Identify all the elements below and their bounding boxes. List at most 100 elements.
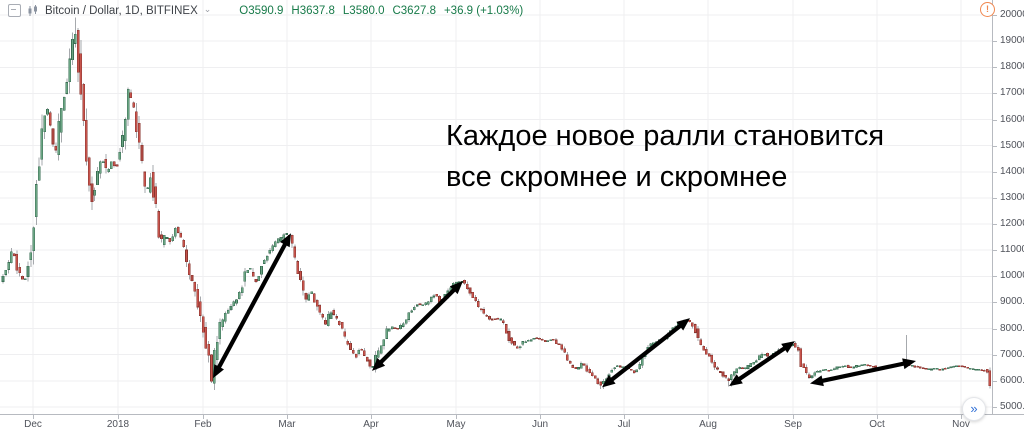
candle <box>290 234 294 244</box>
time-tick-label: Jun <box>531 419 549 430</box>
candle <box>379 345 383 354</box>
candle <box>390 326 394 330</box>
time-tick-mark <box>708 415 709 419</box>
candle-wicks <box>2 17 991 390</box>
price-tick-label: 7000.0 <box>1000 348 1024 360</box>
candle <box>421 304 425 306</box>
candle <box>916 365 919 368</box>
candle <box>860 364 864 367</box>
price-tick-label: 18000.0 <box>1000 61 1024 73</box>
candle <box>563 348 566 353</box>
candle <box>274 241 277 247</box>
candle <box>566 354 569 361</box>
candle <box>930 368 933 371</box>
chart-legend: Bitcoin / Dollar, 1D, BITFINEX ⌄ O3590.9… <box>8 4 523 17</box>
go-to-realtime-button[interactable]: » <box>962 397 986 421</box>
time-axis[interactable]: Dec 2018 Feb Mar Apr May Jun Jul Aug Sep Oct Nov <box>0 414 1024 434</box>
time-tick-mark <box>287 415 288 419</box>
candle <box>254 278 258 282</box>
candle <box>4 269 8 275</box>
candle <box>752 361 755 365</box>
time-tick-mark <box>540 415 541 419</box>
candle <box>187 263 191 276</box>
candle <box>151 171 155 198</box>
candle <box>571 365 575 369</box>
rally-arrows[interactable] <box>213 233 916 388</box>
candle <box>238 291 241 300</box>
candle <box>855 365 858 368</box>
candle <box>73 33 77 44</box>
candle <box>629 369 633 371</box>
chevron-down-icon[interactable]: ⌄ <box>203 4 212 14</box>
price-axis[interactable]: 20000.0 19000.0 18000.0 17000.0 16000.0 15000… <box>992 0 1024 434</box>
trend-arrow <box>735 344 789 383</box>
candle <box>263 260 266 264</box>
candle <box>821 369 825 371</box>
candle <box>485 314 489 317</box>
candle <box>385 328 388 339</box>
gridlines <box>0 0 992 414</box>
candle <box>966 367 969 369</box>
candle <box>841 365 844 368</box>
candle <box>51 128 55 145</box>
candle <box>346 340 350 345</box>
candle <box>546 340 550 342</box>
candle <box>866 364 869 367</box>
price-tick-mark <box>993 302 997 304</box>
trend-arrow <box>607 322 685 384</box>
candle <box>696 328 700 339</box>
symbol-title[interactable]: Bitcoin / Dollar, 1D, BITFINEX <box>45 4 198 17</box>
candle <box>143 171 147 187</box>
candle <box>568 361 572 364</box>
candle <box>324 319 327 325</box>
price-tick-label: 12000.0 <box>1000 218 1024 230</box>
candle <box>57 120 60 155</box>
candle <box>54 146 58 151</box>
candle <box>204 326 208 349</box>
candle <box>12 253 16 257</box>
time-tick-mark <box>456 415 457 419</box>
candle <box>757 355 761 361</box>
candle <box>585 365 589 372</box>
candle <box>738 367 742 370</box>
candle <box>129 92 133 99</box>
candle <box>474 296 477 302</box>
candle <box>699 339 703 345</box>
price-tick-label: 9000.0 <box>1000 296 1024 308</box>
candle <box>276 238 280 244</box>
chart-annotation-text[interactable]: Каждое новое ралли становится все скромн… <box>446 116 884 198</box>
candle <box>90 183 94 203</box>
candle <box>402 323 405 327</box>
alert-icon[interactable]: ! <box>980 2 995 17</box>
ohlc-values: O3590.9 H3637.8 L3580.0 C3627.8 +36.9 (+… <box>239 5 523 17</box>
candle <box>746 365 750 369</box>
candle <box>293 246 297 258</box>
candle <box>852 366 855 369</box>
candle <box>513 341 516 346</box>
collapse-panel-icon[interactable] <box>8 4 21 17</box>
candle <box>755 360 758 363</box>
candle <box>190 274 194 282</box>
price-tick-label: 10000.0 <box>1000 270 1024 282</box>
time-tick-mark <box>118 415 119 419</box>
candle <box>104 159 108 169</box>
price-tick-label: 16000.0 <box>1000 113 1024 125</box>
candle <box>810 375 814 378</box>
time-tick-mark <box>33 415 34 419</box>
candle <box>816 370 819 373</box>
candle <box>688 320 691 323</box>
candle <box>351 350 355 354</box>
ohlc-change: +36.9 (+1.03%) <box>443 4 524 17</box>
candlestick-style-icon[interactable] <box>27 4 39 17</box>
candle <box>693 324 697 333</box>
candle <box>557 343 561 346</box>
candle <box>87 157 91 186</box>
candle <box>871 365 875 368</box>
annotation-line-2: все скромнее и скромнее <box>446 161 788 193</box>
candle <box>193 281 197 292</box>
candle <box>960 365 964 368</box>
candle <box>941 368 944 371</box>
price-tick-label: 19000.0 <box>1000 35 1024 47</box>
candle <box>46 108 49 115</box>
